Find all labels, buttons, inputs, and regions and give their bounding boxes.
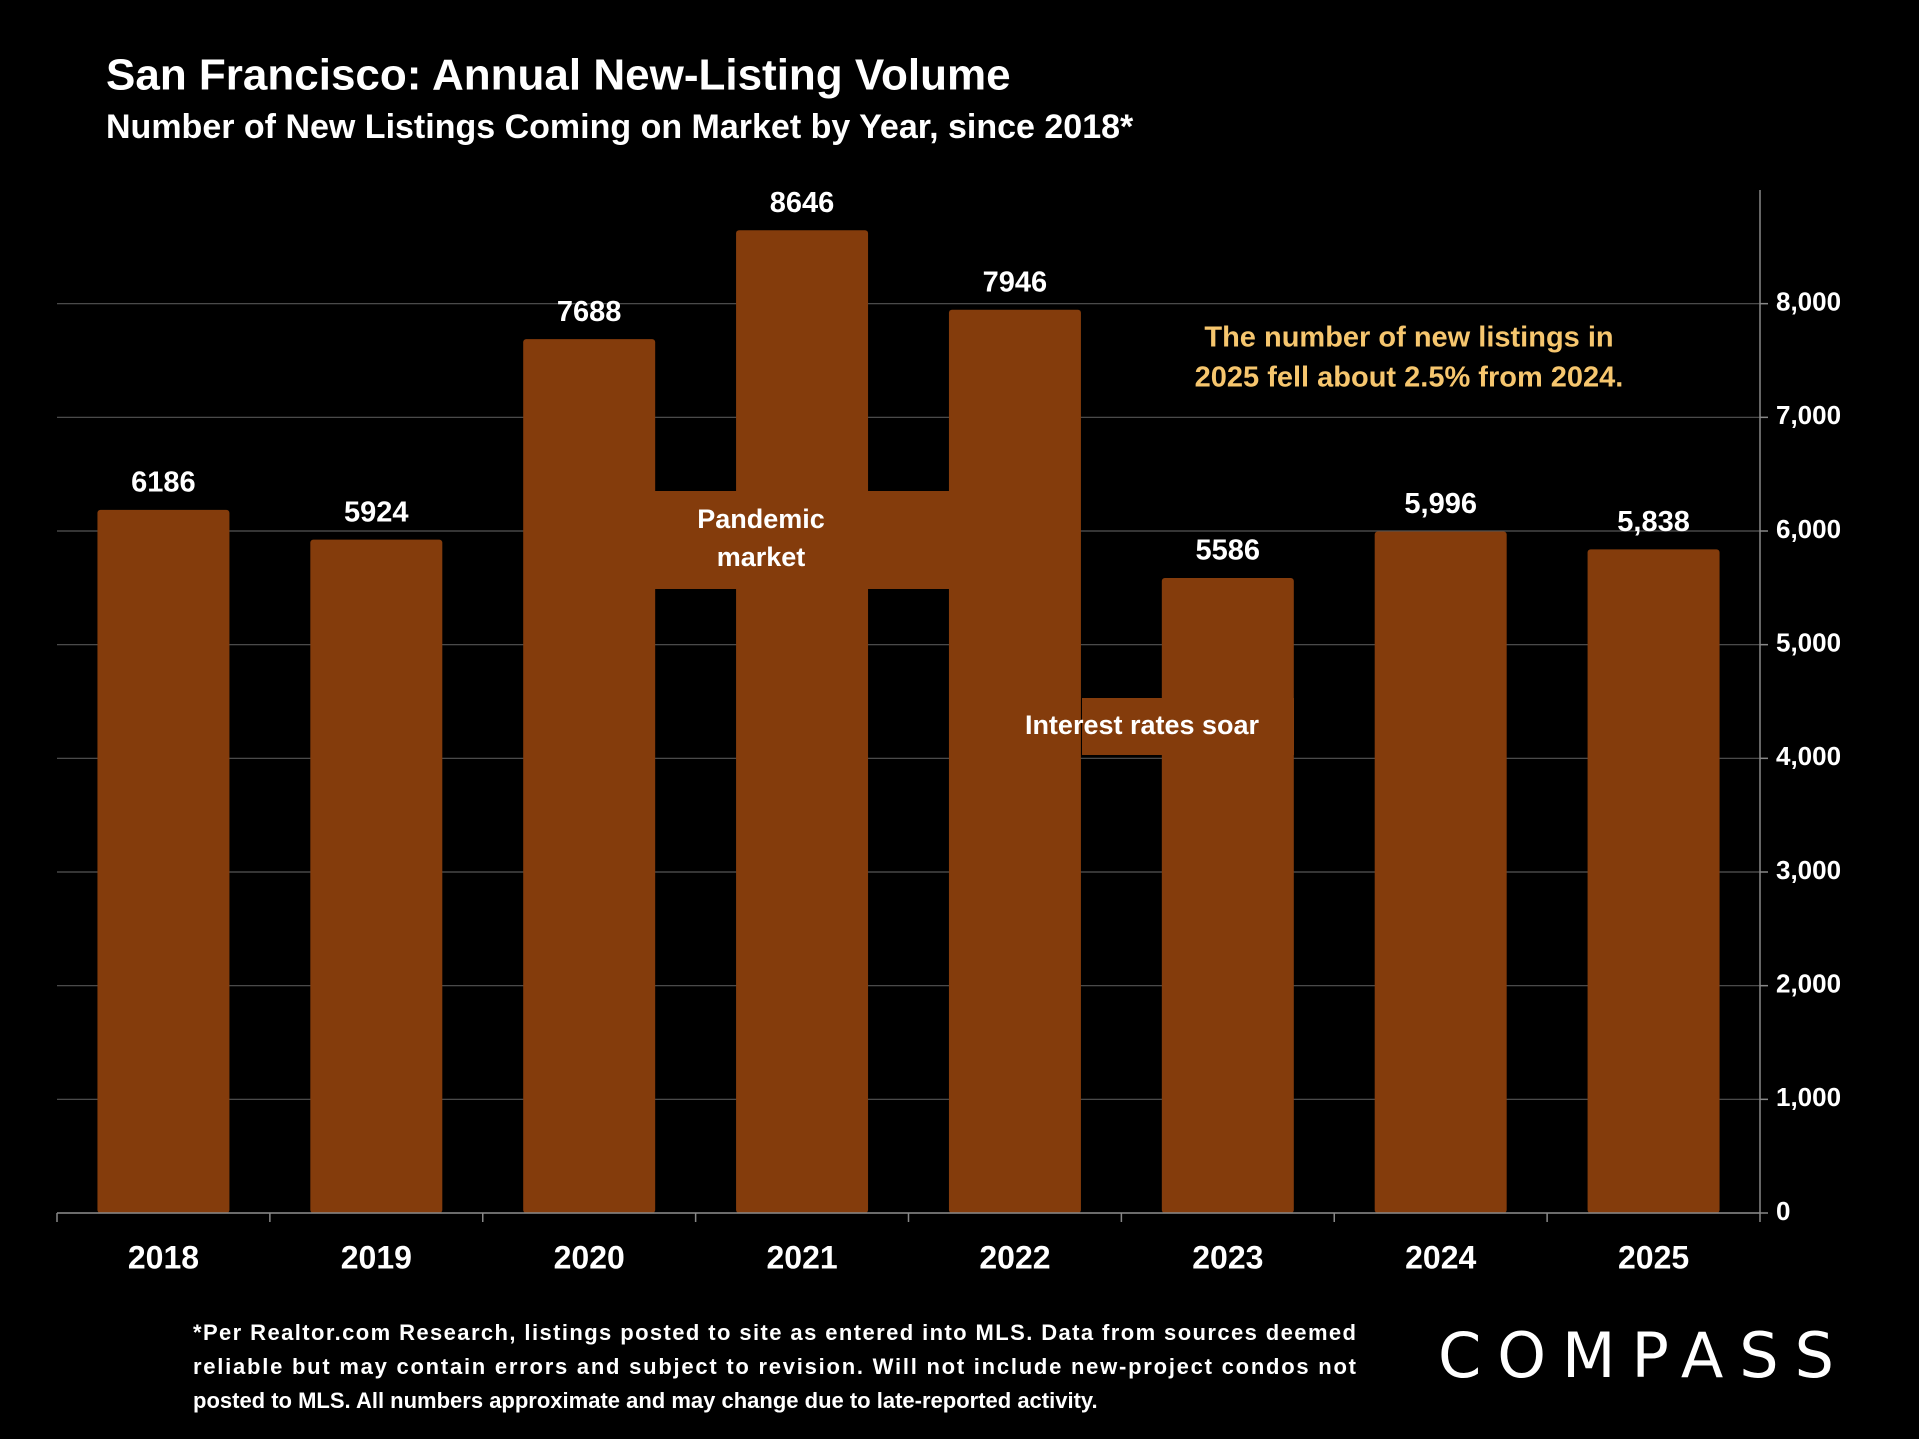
data-label: 5924	[344, 496, 409, 528]
x-tick-label: 2022	[979, 1239, 1050, 1275]
footnote: *Per Realtor.com Research, listings post…	[193, 1320, 1356, 1345]
y-tick-label: 2,000	[1776, 969, 1841, 999]
y-tick-label: 7,000	[1776, 400, 1841, 430]
bar	[310, 539, 443, 1213]
data-label: 5,838	[1617, 506, 1690, 538]
x-tick-label: 2023	[1192, 1239, 1263, 1275]
x-tick-label: 2021	[766, 1239, 837, 1275]
bar	[97, 509, 230, 1213]
annotation: Interest rates soar	[1025, 710, 1260, 740]
annotation: Pandemic	[697, 504, 825, 534]
bar	[1161, 578, 1294, 1213]
bar	[948, 309, 1081, 1213]
bar	[1374, 531, 1507, 1213]
y-tick-label: 6,000	[1776, 514, 1841, 544]
y-tick-label: 3,000	[1776, 855, 1841, 885]
chart-title: San Francisco: Annual New-Listing Volume	[106, 51, 1011, 100]
x-tick-label: 2019	[341, 1239, 412, 1275]
footnote: posted to MLS. All numbers approximate a…	[193, 1388, 1098, 1413]
rates-bridge	[1082, 698, 1294, 755]
chart-subtitle: Number of New Listings Coming on Market …	[106, 108, 1134, 146]
callout-note: The number of new listings in	[1204, 322, 1613, 354]
pandemic-bridge	[655, 491, 949, 589]
y-tick-label: 0	[1776, 1196, 1790, 1226]
x-tick-label: 2025	[1618, 1239, 1689, 1275]
x-tick-label: 2024	[1405, 1239, 1476, 1275]
x-tick-label: 2020	[554, 1239, 625, 1275]
data-label: 7688	[557, 296, 622, 328]
data-label: 5586	[1196, 535, 1261, 567]
bar	[736, 230, 869, 1213]
data-label: 6186	[131, 467, 196, 499]
y-tick-label: 5,000	[1776, 628, 1841, 658]
bar	[1587, 549, 1720, 1213]
data-label: 8646	[770, 187, 835, 219]
x-tick-label: 2018	[128, 1239, 199, 1275]
callout-note: 2025 fell about 2.5% from 2024.	[1195, 362, 1624, 394]
bars	[97, 230, 1720, 1213]
logo: COMPASS	[1438, 1319, 1842, 1392]
y-tick-label: 4,000	[1776, 741, 1841, 771]
data-label: 5,996	[1404, 488, 1477, 520]
bar	[523, 339, 656, 1213]
footnote: reliable but may contain errors and subj…	[193, 1354, 1357, 1379]
y-tick-label: 1,000	[1776, 1082, 1841, 1112]
annotation: market	[717, 542, 806, 572]
y-tick-label: 8,000	[1776, 287, 1841, 317]
data-label: 7946	[983, 266, 1048, 298]
